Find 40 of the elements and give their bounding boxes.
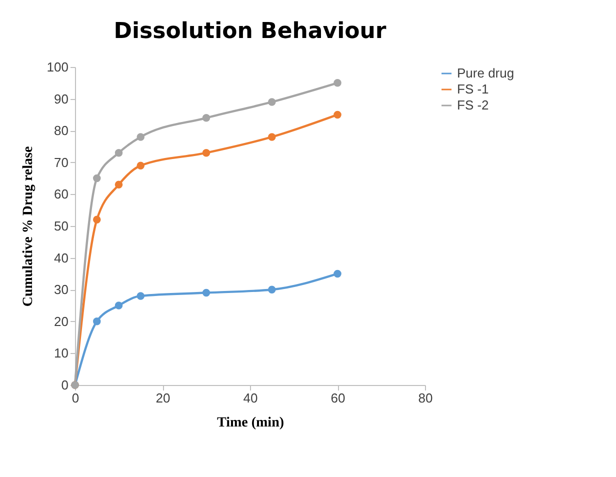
legend-label: FS -2 xyxy=(457,98,489,112)
point xyxy=(334,110,342,119)
chart-title: Dissolution Behaviour xyxy=(114,19,386,44)
legend-label: Pure drug xyxy=(457,66,514,80)
y-tick-label: 0 xyxy=(61,378,68,392)
point xyxy=(136,292,144,300)
point xyxy=(334,270,342,278)
point xyxy=(202,148,210,157)
point xyxy=(136,162,144,170)
point xyxy=(93,216,101,224)
x-tick-label: 80 xyxy=(418,390,433,406)
point xyxy=(93,318,101,326)
x-tick-label: 40 xyxy=(243,390,258,406)
point xyxy=(334,79,342,87)
y-tick-label: 90 xyxy=(54,91,68,106)
y-tick-label: 40 xyxy=(54,250,68,266)
y-tick-label: 20 xyxy=(54,314,68,329)
point xyxy=(114,148,123,157)
x-tick-label: 0 xyxy=(72,390,80,406)
x-axis-title: Time (min) xyxy=(216,416,284,430)
x-tick-label: 20 xyxy=(156,390,170,406)
y-tick-label: 30 xyxy=(54,282,68,298)
y-tick-label: 100 xyxy=(46,60,68,74)
y-tick-label: 10 xyxy=(54,346,68,361)
point xyxy=(114,180,123,189)
y-axis-title: Cumulative % Drug relase xyxy=(20,146,36,307)
point xyxy=(93,174,101,182)
point xyxy=(268,286,276,294)
point xyxy=(202,288,210,297)
x-tick-label: 60 xyxy=(330,390,346,406)
point xyxy=(268,133,276,141)
y-tick-label: 50 xyxy=(54,218,68,234)
point xyxy=(114,302,123,310)
point xyxy=(202,114,210,122)
point xyxy=(268,98,276,106)
y-tick-label: 60 xyxy=(54,186,68,202)
legend-label: FS -1 xyxy=(457,82,489,96)
point xyxy=(136,133,144,141)
y-tick-label: 80 xyxy=(54,123,68,138)
y-tick-label: 70 xyxy=(54,154,68,170)
